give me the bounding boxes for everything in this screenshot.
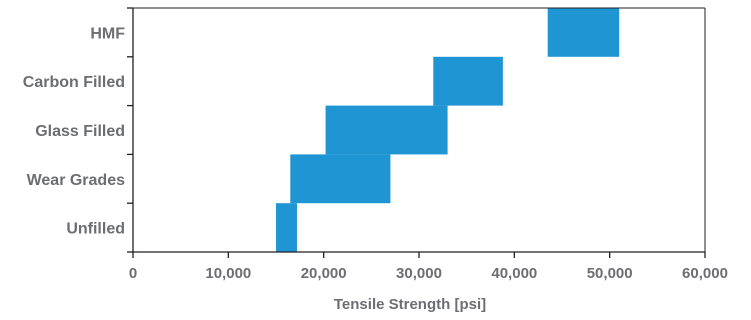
category-label: HMF <box>90 25 125 42</box>
category-label: Carbon Filled <box>23 74 125 91</box>
bar-wear-grades <box>290 154 391 204</box>
x-tick-label: 50,000 <box>587 265 633 282</box>
bar-hmf <box>547 8 620 57</box>
x-tick-label: 20,000 <box>301 265 347 282</box>
category-labels: HMF Carbon Filled Glass Filled Wear Grades U… <box>23 25 125 237</box>
x-tick-label: 0 <box>129 265 137 282</box>
range-bars <box>276 8 620 252</box>
category-label: Unfilled <box>66 221 125 238</box>
category-label: Glass Filled <box>35 123 125 140</box>
x-axis-title: Tensile Strength [psi] <box>334 296 486 313</box>
axes <box>127 7 706 258</box>
x-tick-label: 30,000 <box>396 265 442 282</box>
x-tick-label: 60,000 <box>682 265 728 282</box>
x-tick-label: 40,000 <box>491 265 537 282</box>
category-label: Wear Grades <box>27 172 126 189</box>
bar-glass-filled <box>325 105 448 155</box>
x-tick-labels: 0 10,000 20,000 30,000 40,000 50,000 60,000 <box>129 265 728 282</box>
bar-unfilled <box>276 203 297 252</box>
bar-carbon-filled <box>433 56 503 106</box>
x-tick-label: 10,000 <box>205 265 251 282</box>
